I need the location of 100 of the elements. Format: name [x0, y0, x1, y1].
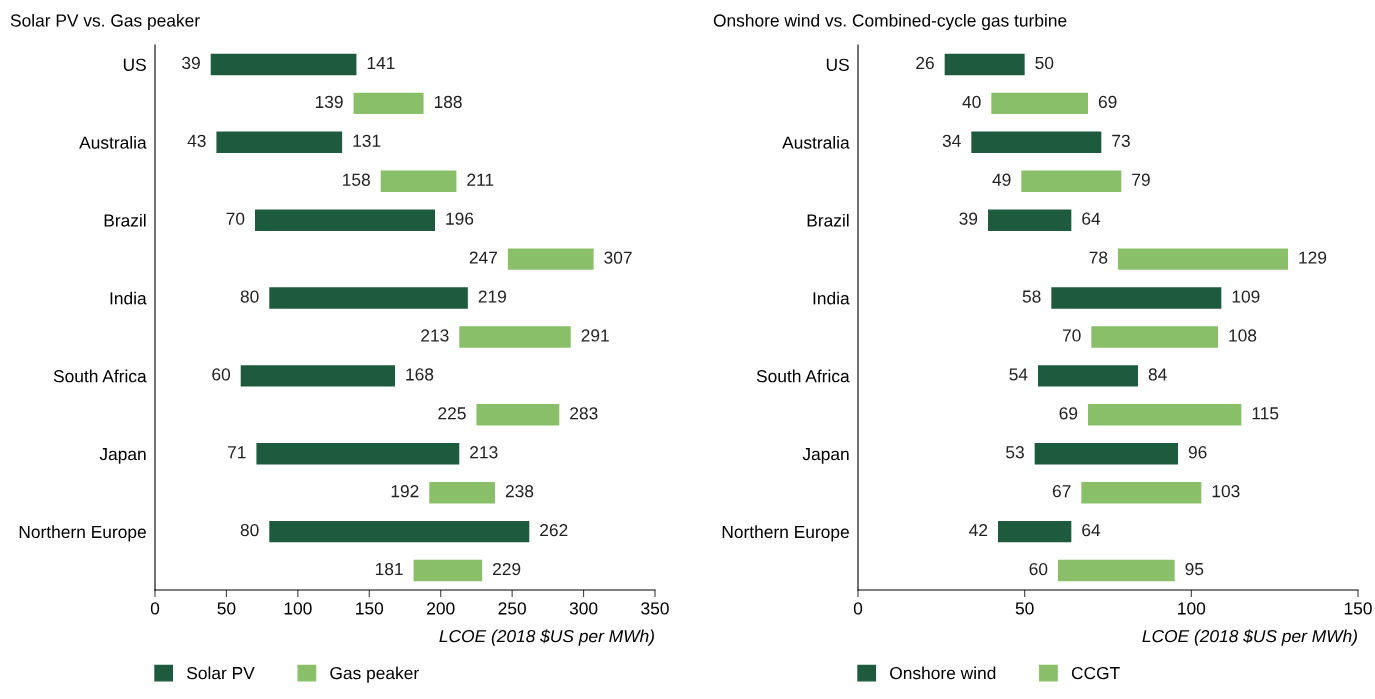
x-tick-label: 250 — [498, 602, 526, 615]
text: 60 — [1029, 562, 1048, 576]
text: 213 — [470, 446, 498, 459]
bar — [380, 170, 457, 192]
bar — [1051, 287, 1222, 309]
y-tick-label: US — [123, 58, 146, 71]
bar — [1038, 365, 1138, 387]
bar — [256, 443, 460, 465]
text: 39 — [959, 212, 978, 225]
y-tick-label: Australia — [782, 136, 850, 149]
legend-label: Onshore wind — [890, 666, 996, 680]
legend-label: Gas peaker — [330, 666, 419, 683]
y-tick-label: Northern Europe — [19, 525, 146, 542]
bar — [1058, 559, 1175, 582]
x-tick-label: 200 — [427, 602, 455, 615]
x-tick-label: 0 — [150, 602, 160, 615]
text: 168 — [406, 368, 434, 381]
bar — [413, 559, 483, 582]
text: 283 — [570, 407, 598, 420]
y-tick-label: South Africa — [756, 369, 850, 383]
bar — [944, 53, 1025, 76]
bar — [1118, 248, 1288, 270]
text: 109 — [1232, 290, 1260, 303]
text: 262 — [540, 523, 568, 537]
text: 49 — [992, 173, 1011, 186]
text: 80 — [240, 523, 259, 537]
bar — [269, 520, 530, 543]
text: 131 — [353, 134, 381, 147]
legend-label: Solar PV — [187, 666, 255, 680]
text: 64 — [1082, 212, 1101, 225]
x-tick-label: 150 — [1344, 602, 1372, 615]
bar — [1034, 443, 1178, 465]
text: 103 — [1212, 485, 1240, 498]
x-tick-label: 300 — [569, 602, 598, 615]
text: 196 — [446, 212, 474, 225]
bar — [991, 92, 1088, 115]
bar — [269, 287, 468, 309]
bar — [240, 365, 395, 387]
legend-label: CCGT — [1071, 666, 1120, 680]
text: 73 — [1112, 134, 1130, 147]
text: 26 — [916, 56, 934, 70]
text: 95 — [1185, 562, 1204, 576]
text: 225 — [438, 407, 466, 420]
y-tick-label: US — [826, 58, 849, 71]
x-tick-label: 100 — [1178, 602, 1206, 615]
text: 53 — [1006, 446, 1024, 459]
y-tick-label: South Africa — [53, 369, 147, 383]
text: 84 — [1148, 368, 1167, 381]
text: 129 — [1299, 251, 1327, 264]
y-tick-label: India — [813, 291, 850, 305]
text: 139 — [315, 95, 343, 109]
x-tick-label: 50 — [1015, 602, 1034, 615]
text: 54 — [1009, 368, 1028, 381]
x-tick-label: 100 — [284, 602, 312, 615]
bar — [1091, 326, 1218, 348]
text: 213 — [421, 329, 449, 342]
bar — [998, 520, 1072, 543]
bar — [353, 92, 424, 115]
text: 188 — [434, 95, 462, 109]
text: 34 — [942, 134, 961, 147]
bar — [1021, 170, 1122, 192]
bar — [507, 248, 594, 270]
y-tick-label: Australia — [79, 136, 147, 149]
bar — [476, 404, 560, 426]
text: 70 — [1062, 329, 1081, 342]
text: 79 — [1132, 173, 1150, 186]
text: 229 — [493, 562, 521, 576]
text: 141 — [367, 57, 395, 69]
text: 42 — [969, 523, 988, 537]
text: 69 — [1098, 95, 1117, 109]
bar — [210, 53, 357, 76]
text: 238 — [505, 485, 534, 498]
text: 40 — [962, 95, 981, 109]
text: 69 — [1059, 407, 1078, 420]
text: 60 — [212, 368, 231, 381]
text: 43 — [187, 134, 206, 147]
bar — [988, 209, 1072, 231]
text: 181 — [375, 562, 403, 576]
y-tick-label: Brazil — [104, 213, 146, 227]
text: 247 — [469, 251, 497, 264]
text: 50 — [1035, 56, 1054, 70]
text: 78 — [1089, 251, 1108, 264]
text: 80 — [240, 290, 259, 303]
x-axis-title: LCOE (2018 $US per MWh) — [1142, 629, 1357, 646]
text: 58 — [1022, 290, 1041, 303]
chart-title: Onshore wind vs. Combined-cycle gas turbine — [713, 13, 1067, 31]
y-tick-label: Japan — [99, 448, 146, 464]
x-tick-label: 150 — [356, 602, 384, 615]
text: 158 — [343, 173, 370, 186]
text: 108 — [1229, 329, 1257, 342]
text: 192 — [391, 485, 419, 498]
bar — [429, 481, 495, 504]
x-tick-label: 0 — [853, 602, 863, 615]
text: 219 — [478, 290, 506, 303]
y-tick-label: Brazil — [807, 213, 849, 227]
bar — [216, 131, 343, 154]
text: 291 — [581, 329, 609, 342]
y-tick-label: Japan — [802, 448, 849, 464]
x-axis-title: LCOE (2018 $US per MWh) — [439, 629, 654, 646]
text: 211 — [467, 173, 494, 186]
